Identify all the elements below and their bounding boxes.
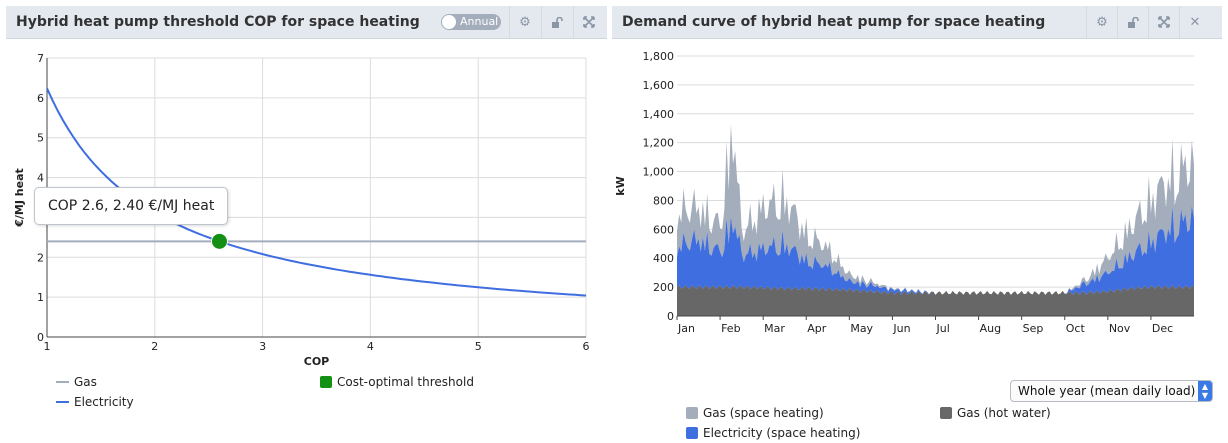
legend-gas-space-swatch bbox=[686, 407, 698, 419]
x-tick-label: Sep bbox=[1023, 322, 1044, 335]
threshold-point bbox=[210, 232, 228, 250]
y-tick-label: 400 bbox=[653, 252, 674, 265]
x-tick-label: May bbox=[850, 322, 873, 335]
unlock-icon bbox=[1127, 16, 1139, 28]
chart-tooltip: COP 2.6, 2.40 €/MJ heat bbox=[34, 187, 229, 225]
legend-gas-hot-water-label: Gas (hot water) bbox=[957, 406, 1051, 420]
panel-header: Demand curve of hybrid heat pump for spa… bbox=[612, 6, 1222, 39]
y-tick-label: 4 bbox=[37, 172, 44, 185]
x-tick-label: 2 bbox=[151, 340, 158, 353]
x-tick-label: Mar bbox=[764, 322, 785, 335]
demand-curve-panel: Demand curve of hybrid heat pump for spa… bbox=[612, 6, 1222, 443]
y-tick-label: 1 bbox=[37, 291, 44, 304]
x-axis-label: COP bbox=[304, 355, 330, 368]
x-tick-label: Jan bbox=[677, 322, 695, 335]
threshold-cop-panel: Hybrid heat pump threshold COP for space… bbox=[6, 6, 607, 443]
legend-electricity[interactable]: Electricity bbox=[56, 395, 134, 409]
expand-icon bbox=[1158, 16, 1170, 28]
panel-title: Demand curve of hybrid heat pump for spa… bbox=[622, 14, 1046, 30]
period-select[interactable]: Whole year (mean daily load) ▲ ▼ bbox=[1010, 380, 1213, 402]
annual-toggle[interactable]: Annual bbox=[441, 14, 501, 30]
period-select-value: Whole year (mean daily load) bbox=[1018, 384, 1196, 398]
x-tick-label: Nov bbox=[1109, 322, 1131, 335]
legend-gas-space-label: Gas (space heating) bbox=[703, 406, 824, 420]
x-tick-label: 5 bbox=[475, 340, 482, 353]
y-tick-label: 600 bbox=[653, 223, 674, 236]
electricity-space-heating-area bbox=[677, 205, 1194, 295]
close-button[interactable]: ✕ bbox=[1179, 6, 1210, 38]
settings-icon: ⚙ bbox=[519, 14, 531, 30]
demand-curve-chart: 0 200 400 600 800 1,000 1,200 1,400 1,600 1,800 kW… bbox=[614, 50, 1194, 335]
y-tick-label: 1,200 bbox=[643, 137, 675, 150]
legend-gas-hot-water[interactable]: Gas (hot water) bbox=[940, 406, 1051, 420]
unlock-icon bbox=[551, 16, 563, 28]
y-tick-label: 200 bbox=[653, 281, 674, 294]
settings-button[interactable]: ⚙ bbox=[509, 6, 540, 38]
settings-button[interactable]: ⚙ bbox=[1086, 6, 1117, 38]
legend-electricity-space-label: Electricity (space heating) bbox=[703, 426, 861, 440]
panel-title: Hybrid heat pump threshold COP for space… bbox=[16, 14, 420, 30]
y-axis-label: €/MJ heat bbox=[13, 168, 26, 228]
legend-gas-line bbox=[56, 381, 69, 383]
gas-space-heating-area bbox=[677, 123, 1194, 295]
toggle-label: Annual bbox=[460, 15, 499, 28]
legend-gas[interactable]: Gas bbox=[56, 375, 97, 389]
legend-gas-space[interactable]: Gas (space heating) bbox=[686, 406, 824, 420]
expand-icon bbox=[583, 16, 595, 28]
y-tick-label: 1,400 bbox=[643, 108, 675, 121]
y-tick-label: 7 bbox=[37, 52, 44, 65]
expand-button[interactable] bbox=[573, 6, 604, 38]
panel-header: Hybrid heat pump threshold COP for space… bbox=[6, 6, 607, 39]
x-tick-label: 6 bbox=[583, 340, 590, 353]
y-tick-label: 5 bbox=[37, 132, 44, 145]
settings-icon: ⚙ bbox=[1096, 14, 1108, 30]
gas-hot-water-area bbox=[677, 285, 1194, 316]
x-tick-label: Aug bbox=[980, 322, 1001, 335]
legend-threshold-label: Cost-optimal threshold bbox=[337, 375, 474, 389]
y-tick-label: 800 bbox=[653, 194, 674, 207]
x-tick-label: Feb bbox=[721, 322, 740, 335]
expand-button[interactable] bbox=[1148, 6, 1179, 38]
y-tick-label: 2 bbox=[37, 251, 44, 264]
y-tick-label: 1,600 bbox=[643, 79, 675, 92]
x-tick-label: Jul bbox=[936, 322, 950, 335]
y-axis-label: kW bbox=[614, 176, 627, 195]
x-tick-label: 3 bbox=[259, 340, 266, 353]
legend-gas-label: Gas bbox=[74, 375, 97, 389]
close-icon: ✕ bbox=[1189, 14, 1201, 30]
y-tick-label: 1,800 bbox=[643, 50, 675, 63]
x-tick-label: Dec bbox=[1152, 322, 1173, 335]
legend-electricity-line bbox=[56, 401, 69, 403]
legend-gas-hot-water-swatch bbox=[940, 407, 952, 419]
x-tick-label: Oct bbox=[1066, 322, 1086, 335]
x-tick-label: Apr bbox=[807, 322, 827, 335]
x-tick-label: 4 bbox=[367, 340, 374, 353]
toggle-knob bbox=[442, 15, 456, 29]
chevron-updown-icon: ▲ ▼ bbox=[1198, 381, 1212, 401]
legend-threshold[interactable]: Cost-optimal threshold bbox=[320, 375, 474, 389]
y-tick-label: 6 bbox=[37, 92, 44, 105]
y-tick-label: 1,000 bbox=[643, 166, 675, 179]
x-tick-label: Jun bbox=[892, 322, 910, 335]
legend-electricity-space[interactable]: Electricity (space heating) bbox=[686, 426, 860, 440]
legend-threshold-swatch bbox=[320, 376, 332, 388]
unlock-button[interactable] bbox=[1117, 6, 1148, 38]
legend-electricity-label: Electricity bbox=[74, 395, 134, 409]
y-tick-label: 0 bbox=[37, 331, 44, 344]
y-tick-label: 0 bbox=[667, 310, 674, 323]
legend-electricity-space-swatch bbox=[686, 427, 698, 439]
unlock-button[interactable] bbox=[541, 6, 572, 38]
x-tick-label: 1 bbox=[44, 340, 51, 353]
